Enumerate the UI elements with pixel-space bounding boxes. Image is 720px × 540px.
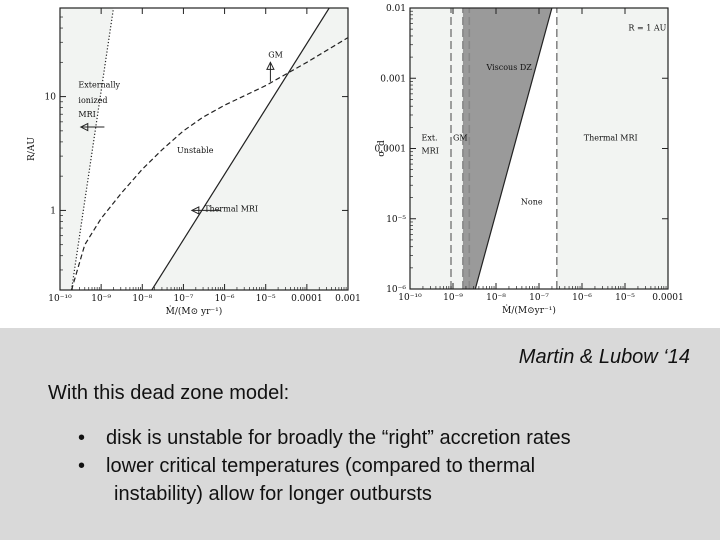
- x-tick-label: 10⁻⁵: [615, 293, 635, 303]
- bullet-item: • lower critical temperatures (compared …: [74, 452, 571, 480]
- shaded-region: [151, 8, 348, 290]
- text-band: Martin & Lubow ‘14 With this dead zone m…: [0, 328, 720, 540]
- annotation-label: Thermal MRI: [584, 133, 638, 142]
- y-tick-label: 0.01: [386, 4, 406, 14]
- x-tick-label: 10⁻⁸: [486, 293, 506, 303]
- annotation-label: Thermal MRI: [204, 204, 258, 213]
- chart-1: 10⁻¹⁰ 10⁻⁹ 10⁻⁸ 10⁻⁷ 10⁻⁶ 10⁻⁵ 0.0001 0.001 1 10 Ṁ…: [27, 7, 361, 317]
- chart-2: 10⁻¹⁰ 10⁻⁹ 10⁻⁸ 10⁻⁷ 10⁻⁶ 10⁻⁵ 0.0001 10⁻⁶ 10⁻⁵ 0…: [375, 4, 684, 316]
- annotation-label: MRI: [78, 110, 95, 119]
- y-tick-label: 10⁻⁵: [386, 215, 406, 225]
- x-axis-label: Ṁ/(M⊙ yr⁻¹): [166, 305, 223, 317]
- x-tick-label: 10⁻⁶: [572, 293, 592, 303]
- annotation-label: GM: [268, 51, 283, 60]
- annotation-label: Ext.: [421, 133, 437, 142]
- y-tick-label: 0.001: [380, 74, 406, 84]
- arrow-head: [190, 206, 200, 215]
- series-line: [70, 8, 115, 290]
- bullet-continuation: instability) allow for longer outbursts: [114, 483, 432, 505]
- shaded-region: [60, 8, 114, 290]
- arrow-head: [266, 61, 275, 70]
- annotation-label: GM: [453, 133, 468, 142]
- bullet-list: • disk is unstable for broadly the “righ…: [74, 424, 571, 508]
- annotation-label: Externally: [78, 81, 120, 90]
- bullet-marker: •: [78, 427, 86, 449]
- figure: 10⁻¹⁰ 10⁻⁹ 10⁻⁸ 10⁻⁷ 10⁻⁶ 10⁻⁵ 0.0001 0.001 1 10 Ṁ…: [27, 4, 684, 317]
- plot-frame: [59, 7, 349, 291]
- y-axis-label: σ_d: [377, 140, 387, 157]
- x-tick-label: 10⁻¹⁰: [398, 293, 422, 303]
- shaded-region: [556, 8, 668, 289]
- x-tick-label: 10⁻⁹: [91, 294, 111, 304]
- bullet-item: • disk is unstable for broadly the “righ…: [74, 424, 571, 452]
- series-line: [70, 37, 348, 290]
- bullet-text: disk is unstable for broadly the “right”…: [106, 427, 571, 449]
- x-tick-label: 10⁻⁷: [529, 293, 549, 303]
- bullet-marker: •: [78, 455, 86, 477]
- y-tick-label: 1: [50, 206, 56, 216]
- intro-text: With this dead zone model:: [48, 382, 290, 404]
- y-tick-label: 10⁻⁶: [386, 285, 406, 295]
- annotation-label: R = 1 AU: [628, 23, 666, 32]
- series-line: [151, 8, 330, 290]
- plot-area: [410, 8, 668, 289]
- x-tick-label: 10⁻⁸: [132, 294, 152, 304]
- x-tick-label: 0.0001: [291, 294, 323, 304]
- dead-zone-region: [462, 8, 552, 289]
- x-tick-label: 0.001: [335, 294, 361, 304]
- plot-area: [60, 8, 348, 290]
- x-tick-label: 10⁻⁷: [174, 294, 194, 304]
- series-line: [474, 8, 553, 289]
- annotation-label: None: [521, 197, 543, 206]
- x-tick-label: 10⁻¹⁰: [48, 294, 72, 304]
- shaded-region: [410, 8, 463, 289]
- annotation-label: Viscous DZ: [485, 63, 532, 72]
- x-tick-label: 10⁻⁵: [256, 294, 276, 304]
- arrow-head: [79, 122, 89, 132]
- annotation-label: MRI: [421, 146, 438, 155]
- annotation-label: Unstable: [177, 146, 214, 155]
- citation: Martin & Lubow ‘14: [518, 346, 690, 368]
- charts-svg: 10⁻¹⁰ 10⁻⁹ 10⁻⁸ 10⁻⁷ 10⁻⁶ 10⁻⁵ 0.0001 0.001 1 10 Ṁ…: [27, 4, 684, 317]
- y-tick-label: 10: [45, 93, 57, 103]
- x-tick-label: 0.0001: [652, 293, 684, 303]
- x-axis-label: Ṁ/(M⊙yr⁻¹): [502, 304, 556, 316]
- bullet-text: lower critical temperatures (compared to…: [106, 455, 536, 477]
- y-axis-label: R/AU: [27, 137, 37, 161]
- x-tick-label: 10⁻⁶: [215, 294, 235, 304]
- y-tick-label: 0.0001: [375, 145, 407, 155]
- annotation-label: ionized: [78, 96, 107, 105]
- x-tick-label: 10⁻⁹: [443, 293, 463, 303]
